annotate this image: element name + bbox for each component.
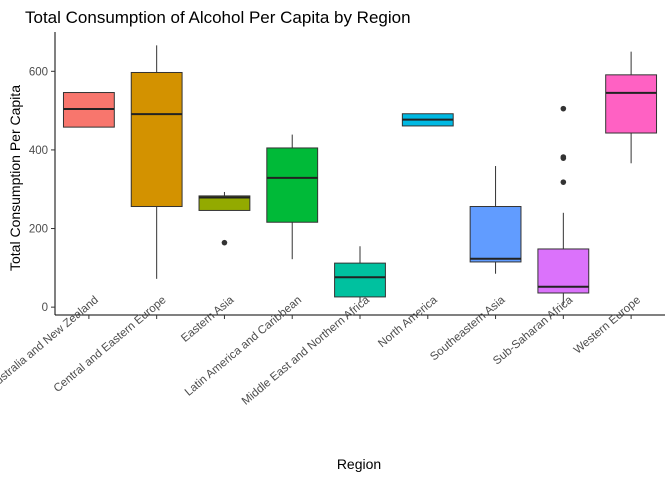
box-group-2	[130, 45, 183, 279]
plot-area: 0 200 400 600 Australia and New ZealandCentr…	[0, 32, 665, 408]
box-group-4	[266, 134, 319, 260]
x-tick-label: Middle East and Northern Africa	[240, 294, 373, 408]
x-tick-label: North America	[376, 294, 440, 350]
box	[605, 74, 658, 134]
box	[334, 262, 386, 298]
box	[469, 206, 522, 263]
outlier-point	[560, 179, 567, 185]
y-tick-label: 400	[29, 145, 48, 157]
x-tick-label: Latin America and Caribbean	[183, 294, 304, 399]
box	[198, 195, 251, 211]
y-tick-label: 600	[29, 66, 48, 78]
box-group-6	[401, 113, 454, 127]
box-group-1	[62, 92, 115, 128]
outlier-point	[560, 105, 567, 112]
x-tick-label: Southeastern Asia	[428, 294, 508, 364]
box	[537, 248, 590, 294]
x-tick-label: Western Europe	[572, 294, 643, 356]
y-tick-label: 0	[42, 302, 48, 314]
y-tick-label: 200	[29, 224, 48, 236]
box-group-8	[537, 105, 590, 306]
box-group-3	[198, 191, 251, 246]
outlier-point	[221, 239, 228, 246]
box-group-9	[605, 51, 658, 164]
outlier-point	[560, 154, 567, 160]
box	[130, 71, 183, 208]
x-tick-label: Central and Eastern Europe	[52, 294, 169, 395]
chart-title: Total Consumption of Alcohol Per Capita …	[25, 8, 411, 27]
box	[266, 147, 319, 223]
box-group-5	[334, 246, 386, 303]
x-axis-title: Region	[337, 456, 381, 472]
box-group-7	[469, 166, 522, 274]
y-axis-title: Total Consumption Per Capita	[7, 85, 23, 271]
x-tick-label: Eastern Asia	[179, 294, 237, 345]
x-tick-label: Australia and New Zealand	[0, 294, 101, 392]
